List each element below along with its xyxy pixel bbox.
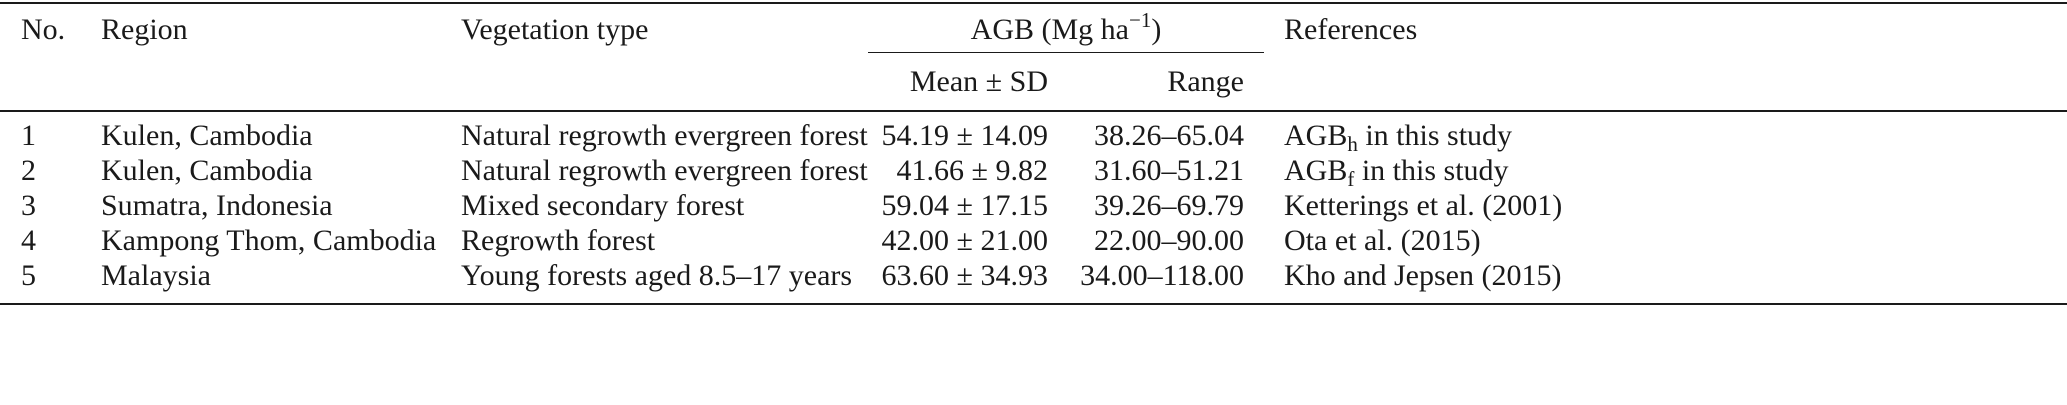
- header-agb-exponent: −1: [1128, 8, 1152, 32]
- cell-region: Malaysia: [101, 259, 211, 292]
- cell-no: 4: [21, 224, 36, 257]
- header-agb-text: AGB (Mg ha: [970, 13, 1129, 46]
- cell-range: 38.26–65.04: [1094, 119, 1244, 152]
- header-no: No.: [21, 13, 66, 46]
- reference-suffix: in this study: [1354, 154, 1509, 187]
- reference-text: AGB: [1284, 154, 1348, 187]
- agb-group-rule: [868, 52, 1264, 53]
- header-vegetation-type: Vegetation type: [461, 13, 649, 46]
- cell-vegetation: Natural regrowth evergreen forest: [461, 119, 868, 152]
- cell-mean-sd: 54.19 ± 14.09: [881, 119, 1048, 152]
- cell-no: 3: [21, 189, 36, 222]
- cell-region: Kulen, Cambodia: [101, 119, 313, 152]
- cell-range: 34.00–118.00: [1080, 259, 1244, 292]
- header-agb: AGB (Mg ha−1): [868, 10, 1264, 48]
- cell-vegetation: Regrowth forest: [461, 224, 656, 257]
- reference-text: Kho and Jepsen (2015): [1284, 259, 1562, 292]
- header-range: Range: [1167, 65, 1244, 98]
- cell-vegetation: Natural regrowth evergreen forest: [461, 154, 868, 187]
- header-references: References: [1284, 13, 1418, 46]
- cell-mean-sd: 59.04 ± 17.15: [881, 189, 1048, 222]
- cell-no: 2: [21, 154, 36, 187]
- cell-range: 22.00–90.00: [1094, 224, 1244, 257]
- cell-reference: Kho and Jepsen (2015): [1284, 258, 1561, 294]
- cell-mean-sd: 63.60 ± 34.93: [881, 259, 1048, 292]
- header-agb-close: ): [1151, 13, 1162, 46]
- cell-vegetation: Mixed secondary forest: [461, 189, 745, 222]
- cell-vegetation: Young forests aged 8.5–17 years: [461, 259, 853, 292]
- cell-no: 5: [21, 259, 36, 292]
- cell-region: Kampong Thom, Cambodia: [101, 224, 437, 257]
- cell-mean-sd: 42.00 ± 21.00: [881, 224, 1048, 257]
- cell-region: Sumatra, Indonesia: [101, 189, 333, 222]
- reference-text: Ota et al. (2015): [1284, 224, 1481, 257]
- reference-subscript: f: [1347, 167, 1355, 191]
- cell-region: Kulen, Cambodia: [101, 154, 313, 187]
- cell-no: 1: [21, 119, 36, 152]
- reference-suffix: in this study: [1357, 119, 1513, 152]
- cell-reference: AGBf in this study: [1284, 153, 1509, 191]
- header-mean-sd: Mean ± SD: [909, 65, 1048, 98]
- cell-reference: AGBh in this study: [1284, 118, 1513, 156]
- cell-range: 31.60–51.21: [1094, 154, 1244, 187]
- cell-mean-sd: 41.66 ± 9.82: [896, 154, 1048, 187]
- top-rule: [0, 2, 2067, 4]
- reference-text: Ketterings et al. (2001): [1284, 189, 1563, 222]
- header-bottom-rule: [0, 110, 2067, 112]
- header-region: Region: [101, 13, 188, 46]
- reference-subscript: h: [1347, 132, 1358, 156]
- cell-reference: Ota et al. (2015): [1284, 223, 1481, 259]
- reference-text: AGB: [1284, 119, 1348, 152]
- cell-reference: Ketterings et al. (2001): [1284, 188, 1562, 224]
- bottom-rule: [0, 303, 2067, 305]
- cell-range: 39.26–69.79: [1094, 189, 1244, 222]
